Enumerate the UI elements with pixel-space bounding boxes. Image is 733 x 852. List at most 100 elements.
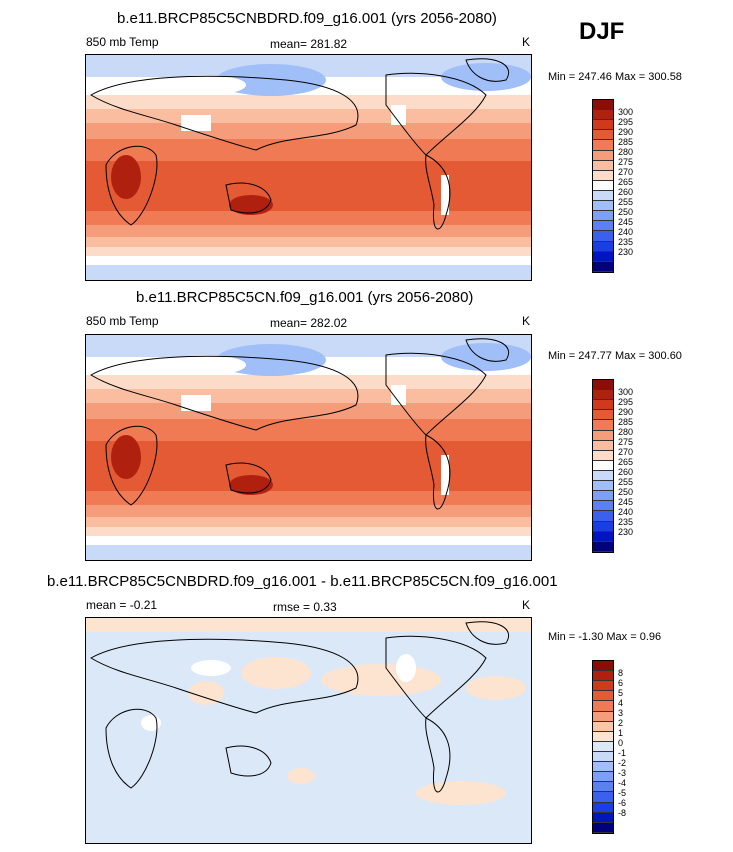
colorbar-swatch [593, 732, 613, 742]
panel3-tick: 8 [618, 668, 623, 678]
panel2-tick: 295 [618, 397, 633, 407]
colorbar-swatch [593, 792, 613, 802]
panel3-tick: -6 [618, 798, 626, 808]
colorbar-swatch [593, 400, 613, 410]
colorbar-swatch [593, 481, 613, 491]
panel1-colorbar [592, 99, 614, 273]
panel2-units: K [522, 314, 530, 328]
panel1-mean-label: mean= 281.82 [270, 37, 347, 51]
colorbar-swatch [593, 181, 613, 191]
colorbar-swatch [593, 532, 613, 542]
colorbar-swatch [593, 140, 613, 150]
colorbar-swatch [593, 722, 613, 732]
panel2-tick: 260 [618, 467, 633, 477]
colorbar-swatch [593, 130, 613, 140]
colorbar-swatch [593, 161, 613, 171]
panel3-tick: -1 [618, 748, 626, 758]
panel1-tick: 255 [618, 197, 633, 207]
panel2-colorbar [592, 379, 614, 553]
panel2-tick: 255 [618, 477, 633, 487]
panel3-rmse-label: rmse = 0.33 [273, 600, 337, 614]
panel1-tick: 265 [618, 177, 633, 187]
panel2-tick: 265 [618, 457, 633, 467]
panel2-mean-label: mean= 282.02 [270, 316, 347, 330]
panel1-tick: 295 [618, 117, 633, 127]
panel3-title: b.e11.BRCP85C5CNBDRD.f09_g16.001 - b.e11… [47, 573, 558, 590]
colorbar-swatch [593, 701, 613, 711]
panel1-stats: Min = 247.46 Max = 300.58 [548, 71, 682, 83]
panel1-units: K [522, 35, 530, 49]
panel3-tick: 3 [618, 708, 623, 718]
colorbar-swatch [593, 712, 613, 722]
panel2-map [85, 334, 532, 561]
colorbar-swatch [593, 380, 613, 390]
panel1-tick: 285 [618, 137, 633, 147]
panel1-tick: 300 [618, 107, 633, 117]
colorbar-swatch [593, 671, 613, 681]
colorbar-swatch [593, 231, 613, 241]
panel2-tick: 290 [618, 407, 633, 417]
panel2-tick: 240 [618, 507, 633, 517]
panel1-tick: 280 [618, 147, 633, 157]
panel1-tick: 275 [618, 157, 633, 167]
colorbar-swatch [593, 691, 613, 701]
panel1-tick: 290 [618, 127, 633, 137]
panel2-title: b.e11.BRCP85C5CN.f09_g16.001 (yrs 2056-2… [136, 289, 473, 306]
colorbar-swatch [593, 431, 613, 441]
colorbar-swatch [593, 803, 613, 813]
colorbar-swatch [593, 461, 613, 471]
panel3-map [85, 617, 532, 844]
panel3-stats: Min = -1.30 Max = 0.96 [548, 631, 661, 643]
panel3-tick: -4 [618, 778, 626, 788]
colorbar-swatch [593, 191, 613, 201]
colorbar-swatch [593, 501, 613, 511]
panel3-tick: -8 [618, 808, 626, 818]
colorbar-swatch [593, 471, 613, 481]
colorbar-swatch [593, 171, 613, 181]
panel3-colorbar [592, 660, 614, 834]
panel2-tick: 270 [618, 447, 633, 457]
panel2-tick: 230 [618, 527, 633, 537]
colorbar-swatch [593, 390, 613, 400]
panel3-tick: -3 [618, 768, 626, 778]
panel2-tick: 300 [618, 387, 633, 397]
panel3-tick: 0 [618, 738, 623, 748]
panel3-units: K [522, 598, 530, 612]
colorbar-swatch [593, 420, 613, 430]
panel3-tick: 4 [618, 698, 623, 708]
colorbar-swatch [593, 110, 613, 120]
panel3-map-svg [86, 618, 531, 843]
colorbar-swatch [593, 681, 613, 691]
panel1-tick: 270 [618, 167, 633, 177]
panel1-map [85, 54, 532, 281]
colorbar-swatch [593, 151, 613, 161]
panel1-tick: 250 [618, 207, 633, 217]
panel1-tick: 240 [618, 227, 633, 237]
panel3-left-label: mean = -0.21 [86, 598, 157, 612]
panel2-tick: 285 [618, 417, 633, 427]
panel1-map-svg [86, 55, 531, 280]
colorbar-swatch [593, 813, 613, 823]
colorbar-swatch [593, 252, 613, 262]
panel1-title: b.e11.BRCP85C5CNBDRD.f09_g16.001 (yrs 20… [117, 10, 497, 27]
panel2-stats: Min = 247.77 Max = 300.60 [548, 350, 682, 362]
colorbar-swatch [593, 752, 613, 762]
colorbar-swatch [593, 201, 613, 211]
colorbar-swatch [593, 410, 613, 420]
panel1-tick: 230 [618, 247, 633, 257]
panel2-map-svg [86, 335, 531, 560]
colorbar-swatch [593, 782, 613, 792]
colorbar-swatch [593, 221, 613, 231]
colorbar-swatch [593, 100, 613, 110]
colorbar-swatch [593, 762, 613, 772]
panel2-tick: 275 [618, 437, 633, 447]
panel2-tick: 250 [618, 487, 633, 497]
colorbar-swatch [593, 772, 613, 782]
colorbar-swatch [593, 491, 613, 501]
panel1-tick: 260 [618, 187, 633, 197]
colorbar-swatch [593, 742, 613, 752]
colorbar-swatch [593, 441, 613, 451]
colorbar-swatch [593, 522, 613, 532]
panel1-tick: 245 [618, 217, 633, 227]
panel3-tick: 5 [618, 688, 623, 698]
